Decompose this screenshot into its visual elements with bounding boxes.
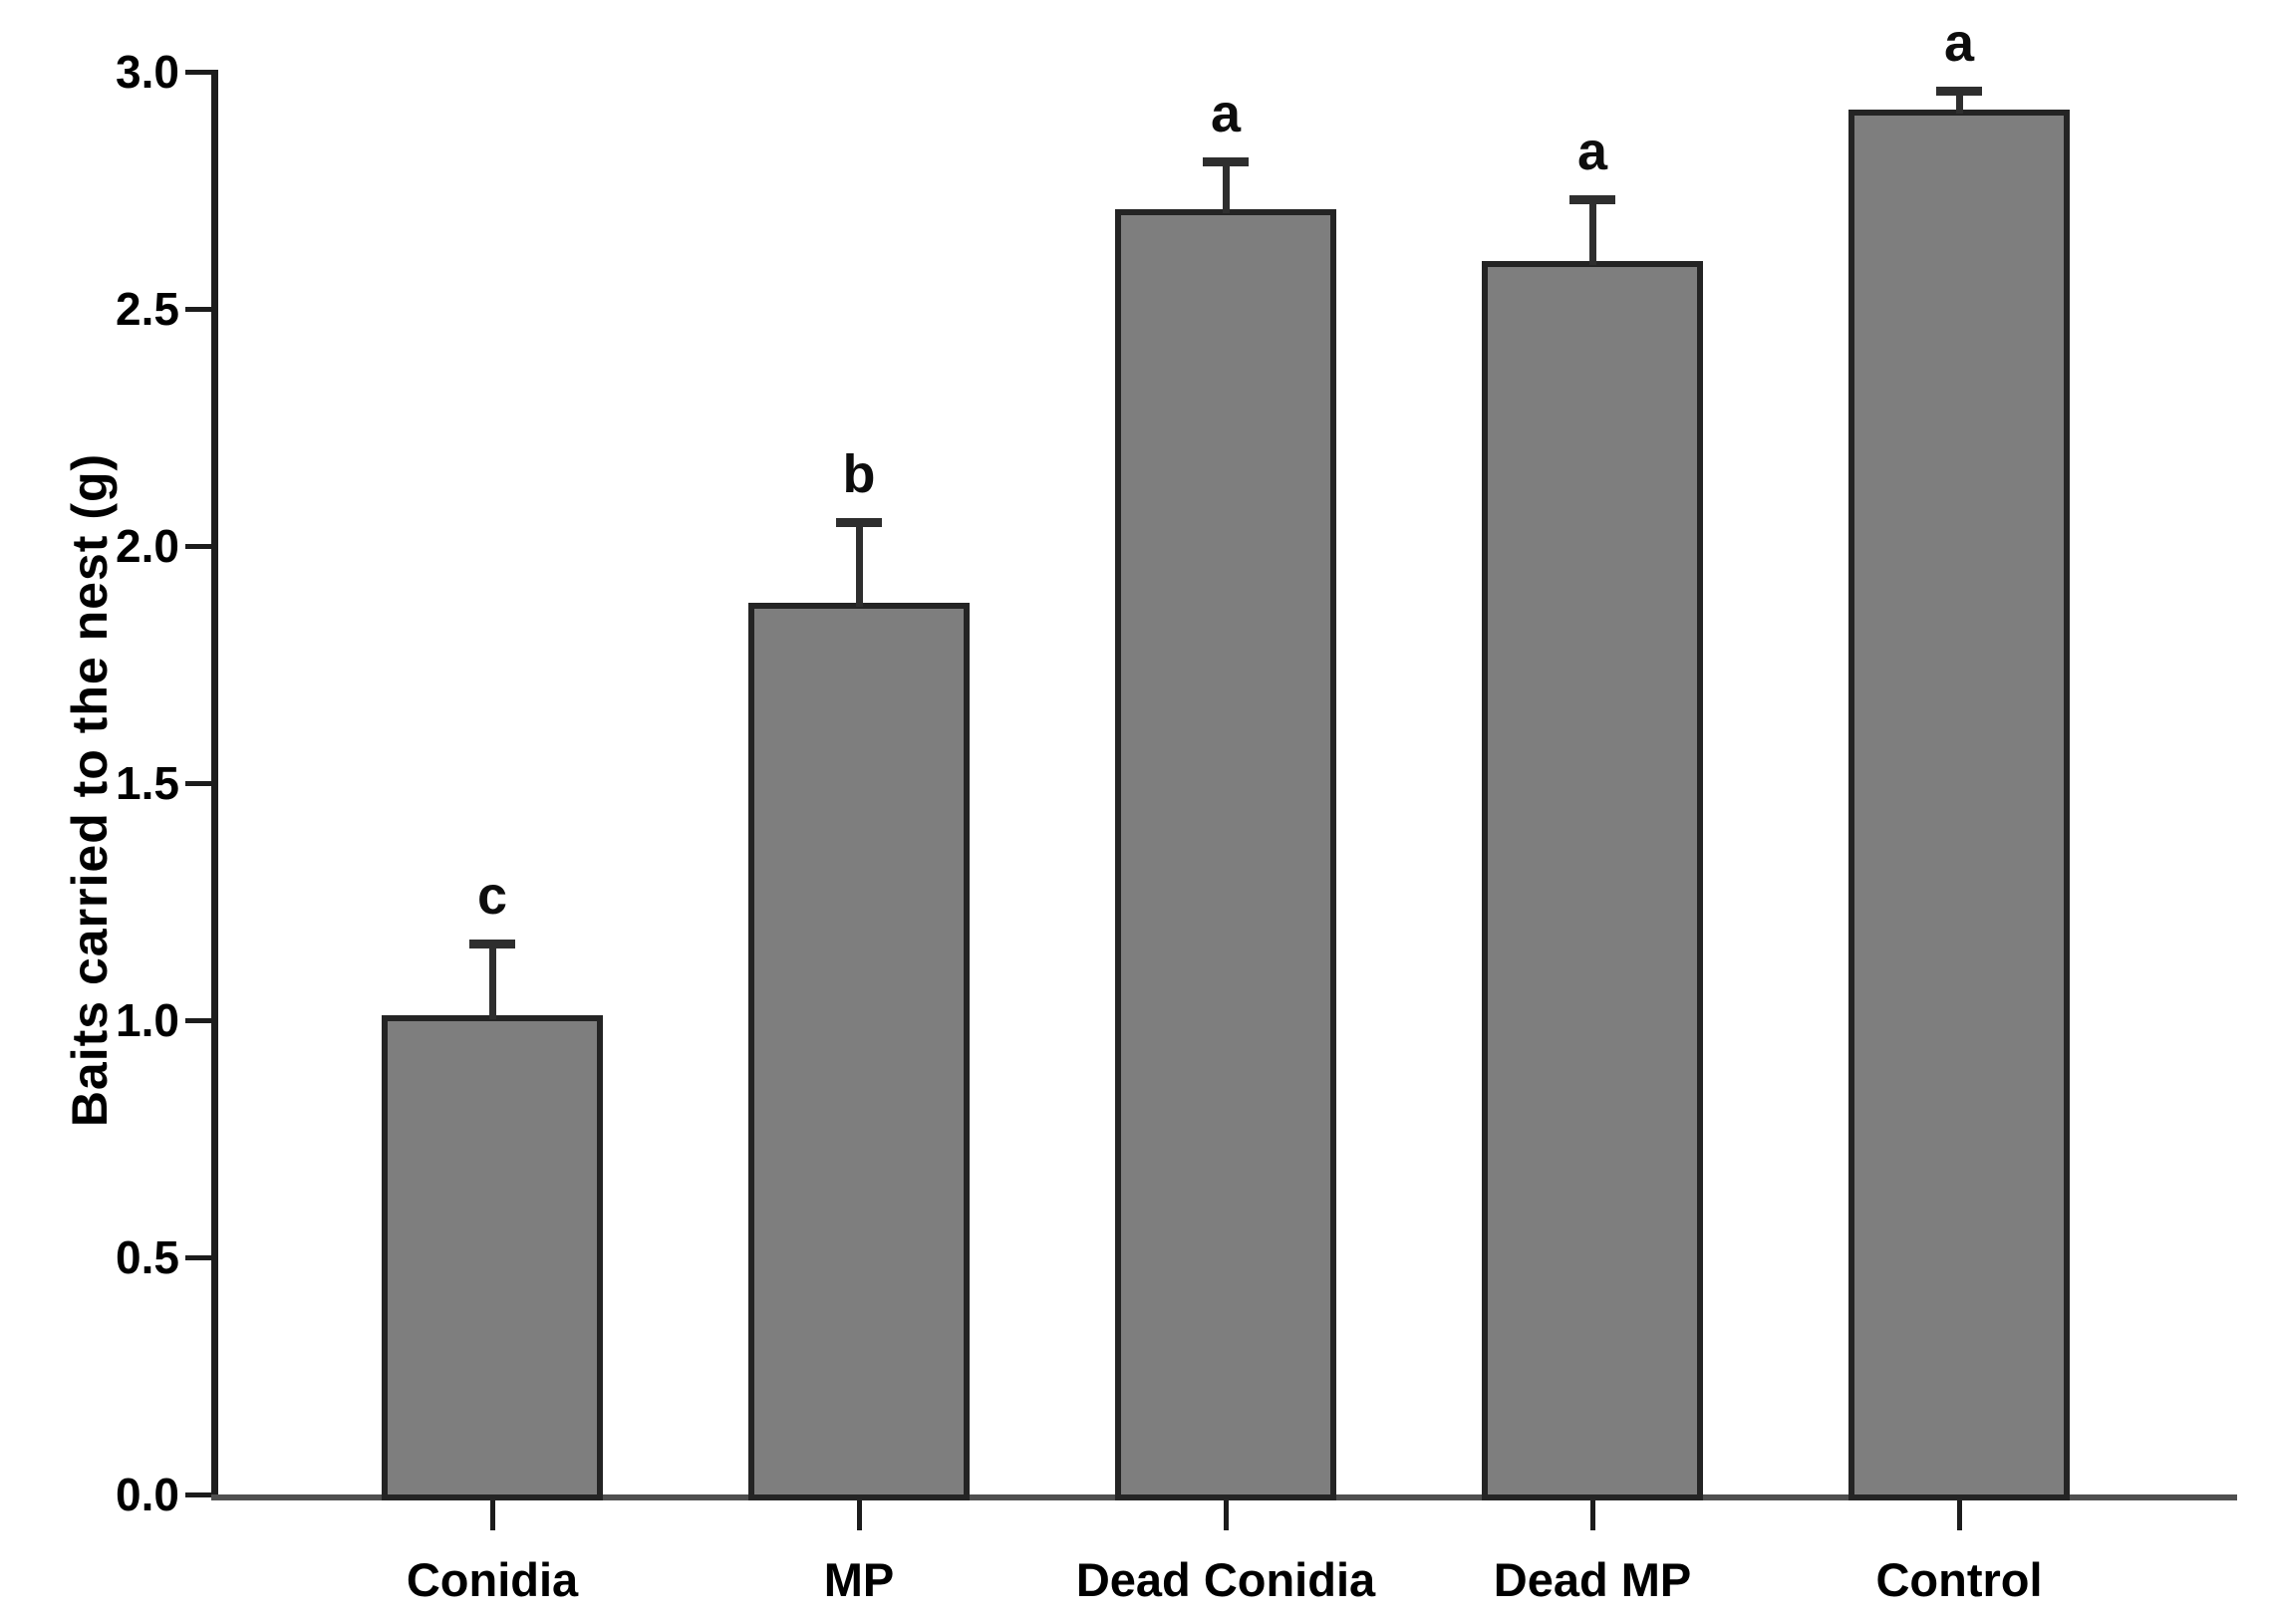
sig-letter-control: a <box>1943 12 1975 73</box>
y-tick-label: 1.5 <box>116 757 179 809</box>
sig-letter-dead-conidia: a <box>1210 83 1242 143</box>
y-axis-line <box>211 70 218 1500</box>
y-tick-label: 3.0 <box>116 46 179 98</box>
x-axis-tick-conidia <box>490 1500 495 1530</box>
y-tick-label: 2.5 <box>116 283 179 335</box>
x-axis-tick-control <box>1957 1500 1962 1530</box>
error-bar-cap-conidia <box>469 940 515 949</box>
y-tick-label: 0.0 <box>116 1469 179 1520</box>
y-axis-tick <box>185 544 211 549</box>
y-axis-tick <box>185 1255 211 1260</box>
x-axis-tick-dead-conidia <box>1224 1500 1229 1530</box>
error-bar-stem-mp <box>855 522 863 608</box>
y-tick-label: 1.0 <box>116 994 179 1046</box>
bar-dead-conidia <box>1115 209 1336 1500</box>
y-axis-tick <box>185 307 211 312</box>
bar-mp <box>748 603 970 1500</box>
error-bar-stem-control <box>1955 91 1963 115</box>
x-label-dead-conidia: Dead Conidia <box>1075 1553 1376 1606</box>
y-axis-tick <box>185 781 211 786</box>
bar-control <box>1848 110 2070 1500</box>
y-axis-tick <box>185 1018 211 1023</box>
bar-dead-mp <box>1482 261 1703 1500</box>
y-axis-tick <box>185 1492 211 1497</box>
x-label-control: Control <box>1875 1553 2043 1606</box>
error-bar-cap-mp <box>836 517 882 527</box>
error-bar-stem-conidia <box>488 944 496 1020</box>
x-label-conidia: Conidia <box>406 1553 579 1606</box>
x-axis-tick-mp <box>857 1500 862 1530</box>
error-bar-stem-dead-mp <box>1588 199 1596 266</box>
x-axis-tick-dead-mp <box>1590 1500 1595 1530</box>
sig-letter-mp: b <box>842 443 876 504</box>
y-tick-label: 0.5 <box>116 1231 179 1283</box>
error-bar-cap-control <box>1936 86 1982 96</box>
x-label-dead-mp: Dead MP <box>1493 1553 1692 1606</box>
bar-conidia <box>382 1015 603 1500</box>
sig-letter-conidia: c <box>476 866 508 927</box>
error-bar-cap-dead-mp <box>1569 195 1615 205</box>
error-bar-cap-dead-conidia <box>1203 156 1249 166</box>
y-axis-tick <box>185 70 211 75</box>
error-bar-stem-dead-conidia <box>1222 161 1230 214</box>
sig-letter-dead-mp: a <box>1576 122 1608 182</box>
y-tick-label: 2.0 <box>116 520 179 572</box>
x-label-mp: MP <box>823 1553 895 1606</box>
